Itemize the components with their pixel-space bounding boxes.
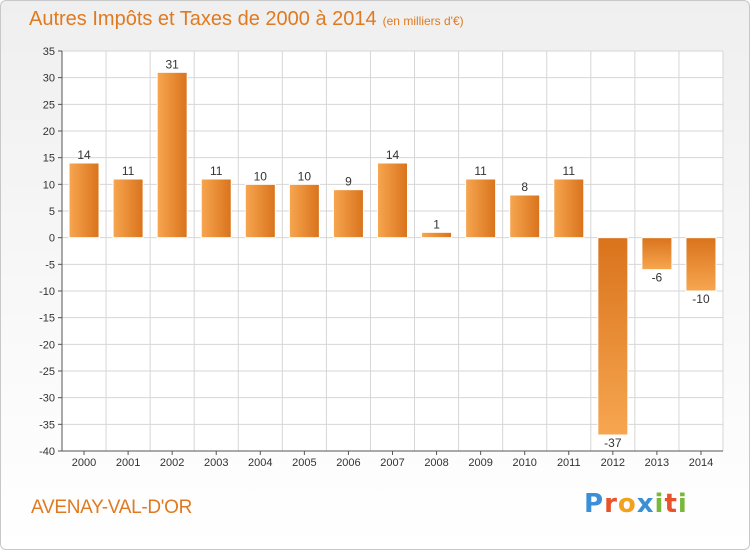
- x-tick-label: 2001: [116, 457, 140, 469]
- logo-letter: r: [604, 489, 618, 519]
- bar: [112, 178, 144, 239]
- bar: [200, 178, 232, 239]
- y-tick-label: 10: [43, 179, 55, 191]
- bar: [509, 194, 541, 239]
- x-tick-label: 2004: [248, 457, 272, 469]
- x-tick-label: 2011: [557, 457, 581, 469]
- chart-title-text: Autres Impôts et Taxes de 2000 à 2014: [29, 8, 377, 30]
- data-label: 11: [474, 164, 487, 178]
- y-tick-label: 30: [43, 73, 55, 85]
- data-label: -10: [692, 292, 710, 306]
- x-tick-label: 2009: [468, 457, 492, 469]
- data-label: 1: [433, 217, 440, 231]
- y-tick-label: -35: [39, 419, 55, 431]
- y-tick-label: -40: [39, 446, 55, 458]
- data-label: 11: [563, 164, 576, 178]
- bar: [465, 178, 497, 239]
- bar: [244, 183, 276, 239]
- data-label: 10: [298, 169, 312, 183]
- x-tick-label: 2000: [72, 457, 96, 469]
- y-tick-label: 15: [43, 153, 55, 165]
- data-label: 14: [386, 148, 400, 162]
- bar: [685, 237, 717, 292]
- data-label: -37: [604, 436, 622, 450]
- y-tick-label: 20: [43, 126, 55, 138]
- bar: [377, 162, 408, 239]
- logo-letter: i: [677, 489, 688, 519]
- y-tick-label: 0: [49, 233, 55, 245]
- x-tick-label: 2010: [512, 457, 536, 469]
- data-label: 9: [345, 175, 352, 189]
- data-label: 8: [521, 180, 528, 194]
- y-tick-label: 25: [43, 99, 55, 111]
- logo-letter: t: [664, 489, 678, 519]
- y-tick-label: -20: [39, 339, 55, 351]
- x-tick-label: 2002: [160, 457, 184, 469]
- bar: [553, 178, 585, 239]
- x-tick-label: 2003: [204, 457, 228, 469]
- data-label: 11: [122, 164, 135, 178]
- chart-unit: (en milliers d'€): [382, 14, 464, 28]
- y-tick-label: -25: [39, 366, 55, 378]
- y-tick-label: -15: [39, 313, 55, 325]
- bar: [68, 162, 100, 239]
- data-label: -6: [652, 271, 663, 285]
- commune-name: AVENAY-VAL-D'OR: [31, 497, 193, 518]
- bar: [288, 183, 320, 239]
- x-tick-label: 2014: [689, 457, 713, 469]
- logo-letter: x: [636, 489, 655, 519]
- data-label: 14: [77, 148, 91, 162]
- logo-letter: i: [654, 489, 665, 519]
- y-tick-label: -10: [39, 286, 55, 298]
- logo-letter: o: [617, 489, 637, 519]
- x-tick-label: 2012: [601, 457, 625, 469]
- chart-title: Autres Impôts et Taxes de 2000 à 2014 (en…: [29, 8, 464, 31]
- data-label: 31: [165, 57, 179, 71]
- x-tick-label: 2013: [645, 457, 669, 469]
- y-tick-label: 35: [43, 46, 55, 58]
- bar: [332, 189, 364, 239]
- x-tick-label: 2006: [336, 457, 360, 469]
- bar: [156, 71, 188, 239]
- x-tick-label: 2005: [292, 457, 316, 469]
- x-tick-label: 2007: [380, 457, 404, 469]
- data-label: 11: [210, 164, 223, 178]
- bar: [421, 231, 453, 239]
- x-tick-label: 2008: [424, 457, 448, 469]
- y-tick-label: -30: [39, 393, 55, 405]
- y-tick-label: 5: [49, 206, 55, 218]
- data-label: 10: [254, 169, 268, 183]
- bar: [641, 237, 673, 271]
- bar: [597, 237, 629, 436]
- proxiti-logo: Proxiti: [584, 489, 688, 519]
- logo-letter: P: [584, 489, 605, 519]
- y-tick-label: -5: [45, 259, 55, 271]
